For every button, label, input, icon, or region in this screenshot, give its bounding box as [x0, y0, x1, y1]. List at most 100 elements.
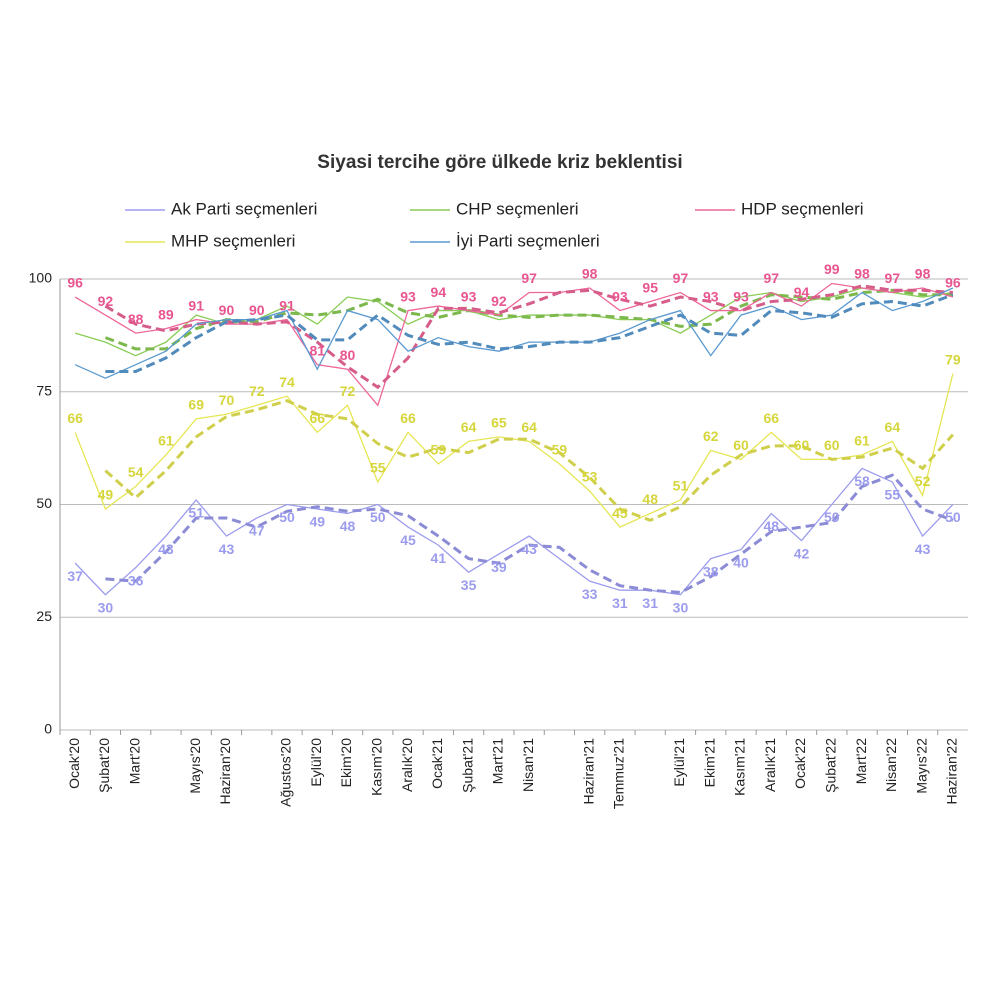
data-label: 89	[158, 306, 174, 322]
series-line	[74, 467, 954, 596]
x-tick-label: Ağustos'20	[278, 738, 294, 807]
data-label: 61	[854, 433, 870, 449]
data-label: 61	[158, 433, 174, 449]
data-label: 93	[733, 288, 749, 304]
data-label: 93	[461, 288, 477, 304]
x-tick-label: Nisan'21	[520, 738, 536, 792]
data-label: 41	[431, 550, 447, 566]
data-label: 92	[491, 293, 507, 309]
x-tick-label: Aralık'21	[762, 738, 778, 792]
data-label: 50	[279, 509, 295, 525]
data-label: 43	[915, 541, 931, 557]
data-label: 99	[824, 261, 840, 277]
x-tick-label: Mayıs'22	[913, 738, 929, 794]
data-label: 93	[400, 288, 416, 304]
data-label: 96	[67, 275, 83, 291]
x-tick-label: Aralık'20	[399, 738, 415, 792]
data-label: 45	[612, 505, 628, 521]
data-label: 66	[67, 410, 83, 426]
data-label: 59	[552, 442, 568, 458]
data-label: 45	[400, 532, 416, 548]
data-label: 55	[370, 460, 386, 476]
data-label: 96	[945, 275, 961, 291]
data-label: 66	[763, 410, 779, 426]
data-label: 97	[763, 270, 779, 286]
legend-label: HDP seçmenleri	[741, 199, 864, 218]
x-tick-label: Mart'21	[490, 738, 506, 784]
data-label: 93	[703, 288, 719, 304]
data-label: 98	[915, 266, 931, 282]
series-line	[74, 287, 953, 357]
data-label: 43	[158, 541, 174, 557]
data-label: 64	[521, 419, 537, 435]
x-tick-label: Eylül'20	[308, 738, 324, 787]
data-label: 50	[370, 509, 386, 525]
data-label: 35	[461, 577, 477, 593]
data-label: 72	[340, 383, 356, 399]
data-label: 48	[340, 518, 356, 534]
x-tick-label: Ocak'21	[429, 738, 445, 789]
data-label: 54	[128, 464, 144, 480]
x-tick-label: Ekim'20	[338, 738, 354, 788]
data-label: 65	[491, 415, 507, 431]
x-tick-label: Eylül'21	[671, 738, 687, 787]
series-line	[74, 287, 954, 379]
y-tick-label: 25	[36, 608, 52, 624]
data-label: 91	[188, 297, 204, 313]
data-label: 42	[794, 545, 810, 561]
data-label: 37	[67, 568, 83, 584]
x-tick-label: Ekim'21	[701, 738, 717, 788]
x-tick-label: Şubat'21	[459, 738, 475, 793]
data-label: 31	[642, 595, 658, 611]
data-label: 62	[703, 428, 719, 444]
data-label: 79	[945, 351, 961, 367]
x-tick-label: Ocak'20	[66, 738, 82, 789]
x-tick-label: Kasım'21	[732, 738, 748, 796]
data-label: 66	[400, 410, 416, 426]
series-line	[74, 282, 954, 407]
data-label: 66	[309, 410, 325, 426]
data-label: 64	[885, 419, 901, 435]
data-label: 95	[642, 279, 658, 295]
y-tick-label: 75	[36, 382, 52, 398]
data-label: 49	[309, 514, 325, 530]
data-label: 69	[188, 397, 204, 413]
data-label: 94	[794, 284, 810, 300]
x-tick-label: Mart'22	[853, 738, 869, 784]
data-label: 33	[582, 586, 598, 602]
data-label: 72	[249, 383, 265, 399]
data-label: 60	[794, 437, 810, 453]
data-label: 97	[673, 270, 689, 286]
x-tick-label: Nisan'22	[883, 738, 899, 792]
x-tick-label: Şubat'20	[96, 738, 112, 793]
data-label: 36	[128, 572, 144, 588]
legend-label: Ak Parti seçmenleri	[171, 199, 317, 218]
data-label: 50	[824, 509, 840, 525]
data-label: 70	[219, 392, 235, 408]
x-tick-label: Kasım'20	[369, 738, 385, 796]
data-label: 91	[279, 297, 295, 313]
x-tick-label: Şubat'22	[823, 738, 839, 793]
data-label: 38	[703, 563, 719, 579]
data-label: 52	[915, 473, 931, 489]
data-label: 92	[98, 293, 114, 309]
legend-label: MHP seçmenleri	[171, 231, 295, 250]
data-label: 64	[461, 419, 477, 435]
data-label: 93	[612, 288, 628, 304]
data-label: 51	[673, 478, 689, 494]
y-tick-label: 100	[29, 270, 53, 286]
data-label: 81	[309, 342, 325, 358]
data-label: 47	[249, 523, 265, 539]
y-tick-label: 0	[44, 721, 52, 737]
data-label: 55	[885, 487, 901, 503]
series-line	[74, 373, 954, 528]
data-label: 48	[763, 518, 779, 534]
data-label: 48	[642, 491, 658, 507]
moving-average	[104, 284, 953, 390]
data-label: 97	[521, 270, 537, 286]
x-tick-label: Mart'20	[126, 738, 142, 784]
data-label: 90	[249, 302, 265, 318]
data-label: 51	[188, 505, 204, 521]
data-label: 88	[128, 311, 144, 327]
